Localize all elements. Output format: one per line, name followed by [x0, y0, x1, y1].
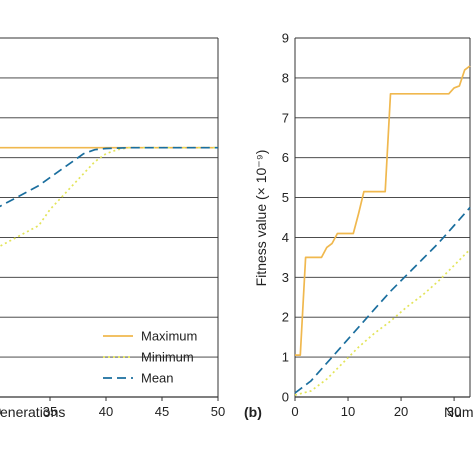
panel-a-x-tick-label: 45 — [155, 404, 169, 419]
panel-b-y-tick-label: 1 — [282, 350, 289, 365]
panel-b-label: (b) — [244, 404, 262, 420]
legend: Maximum Minimum Mean — [103, 329, 197, 386]
panel-b-series — [294, 65, 471, 396]
panel-b-y-tick-label: 0 — [282, 390, 289, 405]
panel-b-y-axis-title: Fitness value (× 10⁻⁹) — [253, 150, 269, 287]
panel-a: 30 35 40 45 50 enerations Maximum Minimum Me… — [0, 37, 225, 420]
panel-a-x-axis-title: enerations — [0, 404, 65, 420]
panel-a-series-mean — [0, 146, 218, 208]
panel-a-x-tick-label: 40 — [99, 404, 113, 419]
panel-a-x-tick-label: 50 — [211, 404, 225, 419]
panel-b-x-tick-label: 30 — [447, 404, 461, 419]
panel-b-y-tick-label: 3 — [282, 270, 289, 285]
panel-b-series-minimum — [294, 248, 471, 396]
panel-b-x-tick-label: 20 — [394, 404, 408, 419]
panel-a-x-tick-label: 35 — [43, 404, 57, 419]
panel-a-x-ticks: 30 35 40 45 50 — [0, 397, 225, 419]
panel-b-y-ticks: 0 1 2 3 4 5 6 7 8 9 — [282, 31, 289, 405]
panel-b-x-ticks: 0 10 20 30 — [291, 397, 461, 419]
legend-label-maximum: Maximum — [141, 329, 197, 344]
panel-b-x-tick-label: 0 — [291, 404, 298, 419]
panel-a-x-tick-label: 30 — [0, 404, 1, 419]
panel-b-x-tick-label: 10 — [341, 404, 355, 419]
panel-b-y-tick-label: 9 — [282, 31, 289, 46]
panel-a-series-minimum — [0, 146, 218, 248]
panel-b-series-mean — [294, 206, 471, 394]
panel-b-y-tick-label: 6 — [282, 150, 289, 165]
panel-a-gridlines — [0, 37, 219, 398]
panel-b: 0 10 20 30 0 1 2 3 4 5 6 7 8 9 Num Fitness value (× … — [253, 31, 474, 421]
panel-b-y-tick-label: 7 — [282, 110, 289, 125]
panel-b-x-axis-title: Num — [444, 404, 474, 420]
panel-b-y-tick-label: 4 — [282, 230, 289, 245]
panel-b-y-tick-label: 5 — [282, 190, 289, 205]
legend-label-minimum: Minimum — [141, 350, 194, 365]
panel-a-series — [0, 146, 218, 248]
panel-b-gridlines — [294, 37, 471, 398]
legend-label-mean: Mean — [141, 371, 174, 386]
panel-b-y-tick-label: 2 — [282, 310, 289, 325]
panel-b-y-tick-label: 8 — [282, 70, 289, 85]
panel-b-series-maximum — [295, 65, 471, 356]
